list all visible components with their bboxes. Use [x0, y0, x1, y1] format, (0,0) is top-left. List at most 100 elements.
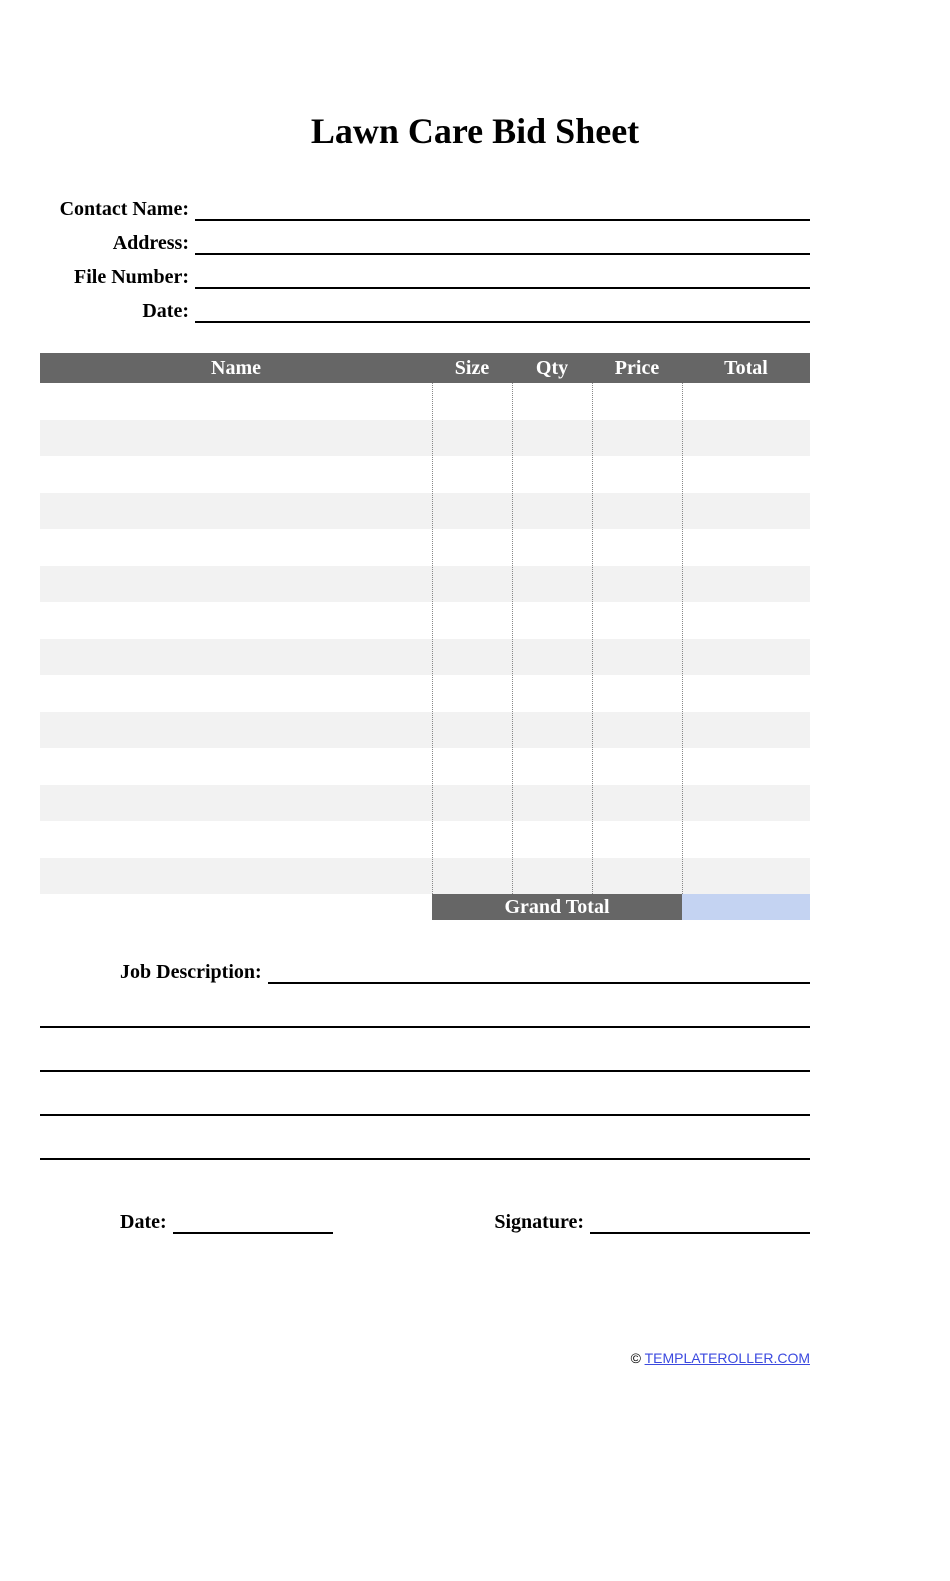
cell-size[interactable]	[432, 493, 512, 530]
cell-size[interactable]	[432, 602, 512, 639]
cell-qty[interactable]	[512, 858, 592, 895]
cell-size[interactable]	[432, 456, 512, 493]
cell-price[interactable]	[592, 383, 682, 420]
cell-name[interactable]	[40, 456, 432, 493]
cell-size[interactable]	[432, 712, 512, 749]
cell-qty[interactable]	[512, 420, 592, 457]
cell-size[interactable]	[432, 566, 512, 603]
cell-total[interactable]	[682, 785, 810, 822]
cell-qty[interactable]	[512, 529, 592, 566]
cell-name[interactable]	[40, 785, 432, 822]
cell-price[interactable]	[592, 785, 682, 822]
cell-price[interactable]	[592, 529, 682, 566]
cell-price[interactable]	[592, 675, 682, 712]
cell-total[interactable]	[682, 821, 810, 858]
cell-price[interactable]	[592, 493, 682, 530]
cell-name[interactable]	[40, 529, 432, 566]
footer-link[interactable]: TEMPLATEROLLER.COM	[645, 1350, 810, 1366]
contact-name-input[interactable]	[195, 197, 810, 221]
table-row[interactable]	[40, 858, 810, 895]
table-row[interactable]	[40, 821, 810, 858]
cell-name[interactable]	[40, 639, 432, 676]
address-input[interactable]	[195, 231, 810, 255]
cell-qty[interactable]	[512, 821, 592, 858]
cell-name[interactable]	[40, 858, 432, 895]
cell-size[interactable]	[432, 821, 512, 858]
cell-size[interactable]	[432, 639, 512, 676]
cell-qty[interactable]	[512, 785, 592, 822]
grand-total-row: Grand Total	[40, 894, 810, 920]
grand-total-value[interactable]	[682, 894, 810, 920]
cell-name[interactable]	[40, 602, 432, 639]
cell-qty[interactable]	[512, 712, 592, 749]
job-description-line-3[interactable]	[40, 1028, 810, 1072]
signature-input[interactable]	[590, 1210, 810, 1234]
cell-total[interactable]	[682, 639, 810, 676]
cell-size[interactable]	[432, 858, 512, 895]
cell-qty[interactable]	[512, 748, 592, 785]
cell-size[interactable]	[432, 785, 512, 822]
cell-size[interactable]	[432, 420, 512, 457]
job-description-line-5[interactable]	[40, 1116, 810, 1160]
cell-price[interactable]	[592, 566, 682, 603]
table-row[interactable]	[40, 639, 810, 676]
cell-total[interactable]	[682, 712, 810, 749]
table-row[interactable]	[40, 712, 810, 749]
cell-name[interactable]	[40, 821, 432, 858]
cell-price[interactable]	[592, 420, 682, 457]
date-input[interactable]	[195, 299, 810, 323]
cell-name[interactable]	[40, 383, 432, 420]
cell-total[interactable]	[682, 420, 810, 457]
table-row[interactable]	[40, 748, 810, 785]
cell-price[interactable]	[592, 456, 682, 493]
cell-qty[interactable]	[512, 675, 592, 712]
table-row[interactable]	[40, 529, 810, 566]
cell-name[interactable]	[40, 420, 432, 457]
table-row[interactable]	[40, 493, 810, 530]
cell-name[interactable]	[40, 675, 432, 712]
address-row: Address:	[40, 231, 810, 255]
cell-qty[interactable]	[512, 639, 592, 676]
table-row[interactable]	[40, 420, 810, 457]
table-row[interactable]	[40, 785, 810, 822]
table-row[interactable]	[40, 675, 810, 712]
cell-size[interactable]	[432, 383, 512, 420]
cell-name[interactable]	[40, 712, 432, 749]
cell-price[interactable]	[592, 602, 682, 639]
job-description-line-1[interactable]	[268, 960, 810, 984]
cell-name[interactable]	[40, 748, 432, 785]
cell-price[interactable]	[592, 639, 682, 676]
cell-total[interactable]	[682, 456, 810, 493]
cell-total[interactable]	[682, 493, 810, 530]
signature-date-input[interactable]	[173, 1210, 333, 1234]
cell-qty[interactable]	[512, 566, 592, 603]
cell-name[interactable]	[40, 493, 432, 530]
cell-price[interactable]	[592, 821, 682, 858]
cell-size[interactable]	[432, 748, 512, 785]
table-row[interactable]	[40, 456, 810, 493]
cell-size[interactable]	[432, 675, 512, 712]
cell-price[interactable]	[592, 858, 682, 895]
cell-qty[interactable]	[512, 456, 592, 493]
file-number-input[interactable]	[195, 265, 810, 289]
table-row[interactable]	[40, 383, 810, 420]
cell-total[interactable]	[682, 602, 810, 639]
job-description-line-4[interactable]	[40, 1072, 810, 1116]
cell-total[interactable]	[682, 383, 810, 420]
table-row[interactable]	[40, 566, 810, 603]
cell-name[interactable]	[40, 566, 432, 603]
table-row[interactable]	[40, 602, 810, 639]
table-body	[40, 383, 810, 894]
cell-total[interactable]	[682, 529, 810, 566]
cell-size[interactable]	[432, 529, 512, 566]
cell-qty[interactable]	[512, 383, 592, 420]
cell-qty[interactable]	[512, 493, 592, 530]
cell-price[interactable]	[592, 748, 682, 785]
cell-total[interactable]	[682, 858, 810, 895]
cell-total[interactable]	[682, 748, 810, 785]
cell-total[interactable]	[682, 566, 810, 603]
job-description-line-2[interactable]	[40, 984, 810, 1028]
cell-qty[interactable]	[512, 602, 592, 639]
cell-price[interactable]	[592, 712, 682, 749]
cell-total[interactable]	[682, 675, 810, 712]
